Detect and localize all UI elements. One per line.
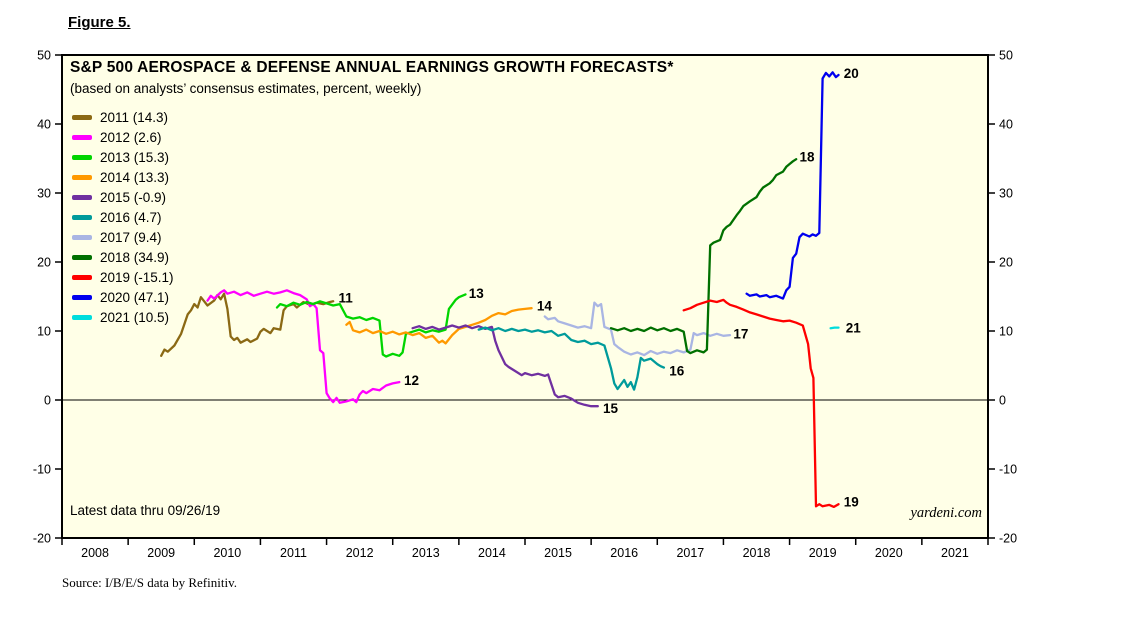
legend-label-2016: 2016 (4.7) <box>100 209 162 225</box>
series-end-label-2014: 14 <box>537 299 553 314</box>
series-line-2013 <box>275 293 467 358</box>
y-axis-label-left: 10 <box>37 325 51 339</box>
legend-swatch-2011 <box>72 114 92 120</box>
legend-swatch-2012 <box>72 134 92 140</box>
legend-item-2017: 2017 (9.4) <box>72 227 174 247</box>
y-axis-label-right: -10 <box>999 463 1017 477</box>
legend-swatch-2014 <box>72 174 92 180</box>
legend-item-2015: 2015 (-0.9) <box>72 187 174 207</box>
y-axis-label-left: 20 <box>37 256 51 270</box>
y-axis-label-left: -10 <box>33 463 51 477</box>
y-axis-label-right: 0 <box>999 394 1006 408</box>
legend-label-2011: 2011 (14.3) <box>100 109 169 125</box>
legend-swatch-2015 <box>72 194 92 200</box>
legend-label-2020: 2020 (47.1) <box>100 289 170 305</box>
legend-swatch-2020 <box>72 294 92 300</box>
x-axis-label: 2018 <box>743 546 771 560</box>
series-end-label-2013: 13 <box>469 286 485 301</box>
x-axis-label: 2021 <box>941 546 969 560</box>
legend-swatch-2021 <box>72 314 92 320</box>
series-end-label-2020: 20 <box>844 66 859 81</box>
series-line-2017 <box>543 301 732 357</box>
legend-label-2013: 2013 (15.3) <box>100 149 170 165</box>
legend-swatch-2017 <box>72 234 92 240</box>
series-line-2015 <box>411 324 599 408</box>
x-axis-label: 2019 <box>809 546 837 560</box>
legend-label-2021: 2021 (10.5) <box>100 309 170 325</box>
series-end-label-2017: 17 <box>733 326 748 341</box>
y-axis-label-left: 50 <box>37 49 51 63</box>
legend-item-2020: 2020 (47.1) <box>72 287 174 307</box>
legend-item-2018: 2018 (34.9) <box>72 247 174 267</box>
legend-label-2018: 2018 (34.9) <box>100 249 170 265</box>
legend-label-2014: 2014 (13.3) <box>100 169 170 185</box>
x-axis-label: 2012 <box>346 546 374 560</box>
x-axis-label: 2013 <box>412 546 440 560</box>
legend-label-2017: 2017 (9.4) <box>100 229 162 245</box>
series-line-2021 <box>829 326 840 330</box>
x-axis-label: 2011 <box>280 546 307 560</box>
y-axis-label-right: -20 <box>999 532 1017 546</box>
legend-item-2014: 2014 (13.3) <box>72 167 174 187</box>
y-axis-label-left: 30 <box>37 187 51 201</box>
y-axis-label-right: 20 <box>999 256 1013 270</box>
x-axis-label: 2009 <box>147 546 175 560</box>
legend-item-2011: 2011 (14.3) <box>72 107 174 127</box>
y-axis-label-right: 50 <box>999 49 1013 63</box>
series-end-label-2019: 19 <box>844 495 859 510</box>
legend: 2011 (14.3) 2012 (2.6) 2013 (15.3) 2014 (13… <box>72 107 174 327</box>
legend-swatch-2016 <box>72 214 92 220</box>
legend-item-2016: 2016 (4.7) <box>72 207 174 227</box>
series-line-2014 <box>345 307 533 345</box>
legend-label-2019: 2019 (-15.1) <box>100 269 174 285</box>
legend-item-2021: 2021 (10.5) <box>72 307 174 327</box>
x-axis-label: 2016 <box>610 546 638 560</box>
chart-title: S&P 500 AEROSPACE & DEFENSE ANNUAL EARNI… <box>70 59 674 76</box>
chart-subtitle: (based on analysts’ consensus estimates,… <box>70 81 422 96</box>
x-axis-label: 2020 <box>875 546 903 560</box>
series-line-2018 <box>609 158 798 355</box>
legend-item-2013: 2013 (15.3) <box>72 147 174 167</box>
series-line-2011 <box>160 292 335 357</box>
legend-label-2015: 2015 (-0.9) <box>100 189 167 205</box>
x-axis-label: 2010 <box>213 546 241 560</box>
series-end-label-2015: 15 <box>603 401 619 416</box>
source-note: Source: I/B/E/S data by Refinitiv. <box>62 575 237 590</box>
series-line-2019 <box>682 298 840 509</box>
x-axis-label: 2017 <box>676 546 704 560</box>
figure-label: Figure 5. <box>68 14 131 31</box>
y-axis-label-right: 30 <box>999 187 1013 201</box>
watermark-yardeni: yardeni.com <box>910 505 982 521</box>
y-axis-label-left: -20 <box>33 532 51 546</box>
series-end-label-2011: 11 <box>338 290 353 305</box>
plot-border <box>61 54 989 539</box>
y-axis-label-right: 10 <box>999 325 1013 339</box>
series-line-2020 <box>745 71 840 300</box>
series-end-label-2021: 21 <box>846 321 862 336</box>
latest-data-note: Latest data thru 09/26/19 <box>70 503 221 518</box>
legend-item-2012: 2012 (2.6) <box>72 127 174 147</box>
x-axis-label: 2008 <box>81 546 109 560</box>
legend-swatch-2013 <box>72 154 92 160</box>
series-end-label-2016: 16 <box>669 364 685 379</box>
y-axis-label-left: 40 <box>37 118 51 132</box>
y-axis-label-right: 40 <box>999 118 1013 132</box>
legend-item-2019: 2019 (-15.1) <box>72 267 174 287</box>
legend-swatch-2019 <box>72 274 92 280</box>
y-axis-label-left: 0 <box>44 394 51 408</box>
legend-swatch-2018 <box>72 254 92 260</box>
series-end-label-2018: 18 <box>799 150 815 165</box>
legend-label-2012: 2012 (2.6) <box>100 129 162 145</box>
x-axis-label: 2015 <box>544 546 572 560</box>
x-axis-label: 2014 <box>478 546 506 560</box>
series-end-label-2012: 12 <box>404 373 419 388</box>
series-line-2016 <box>477 326 666 391</box>
